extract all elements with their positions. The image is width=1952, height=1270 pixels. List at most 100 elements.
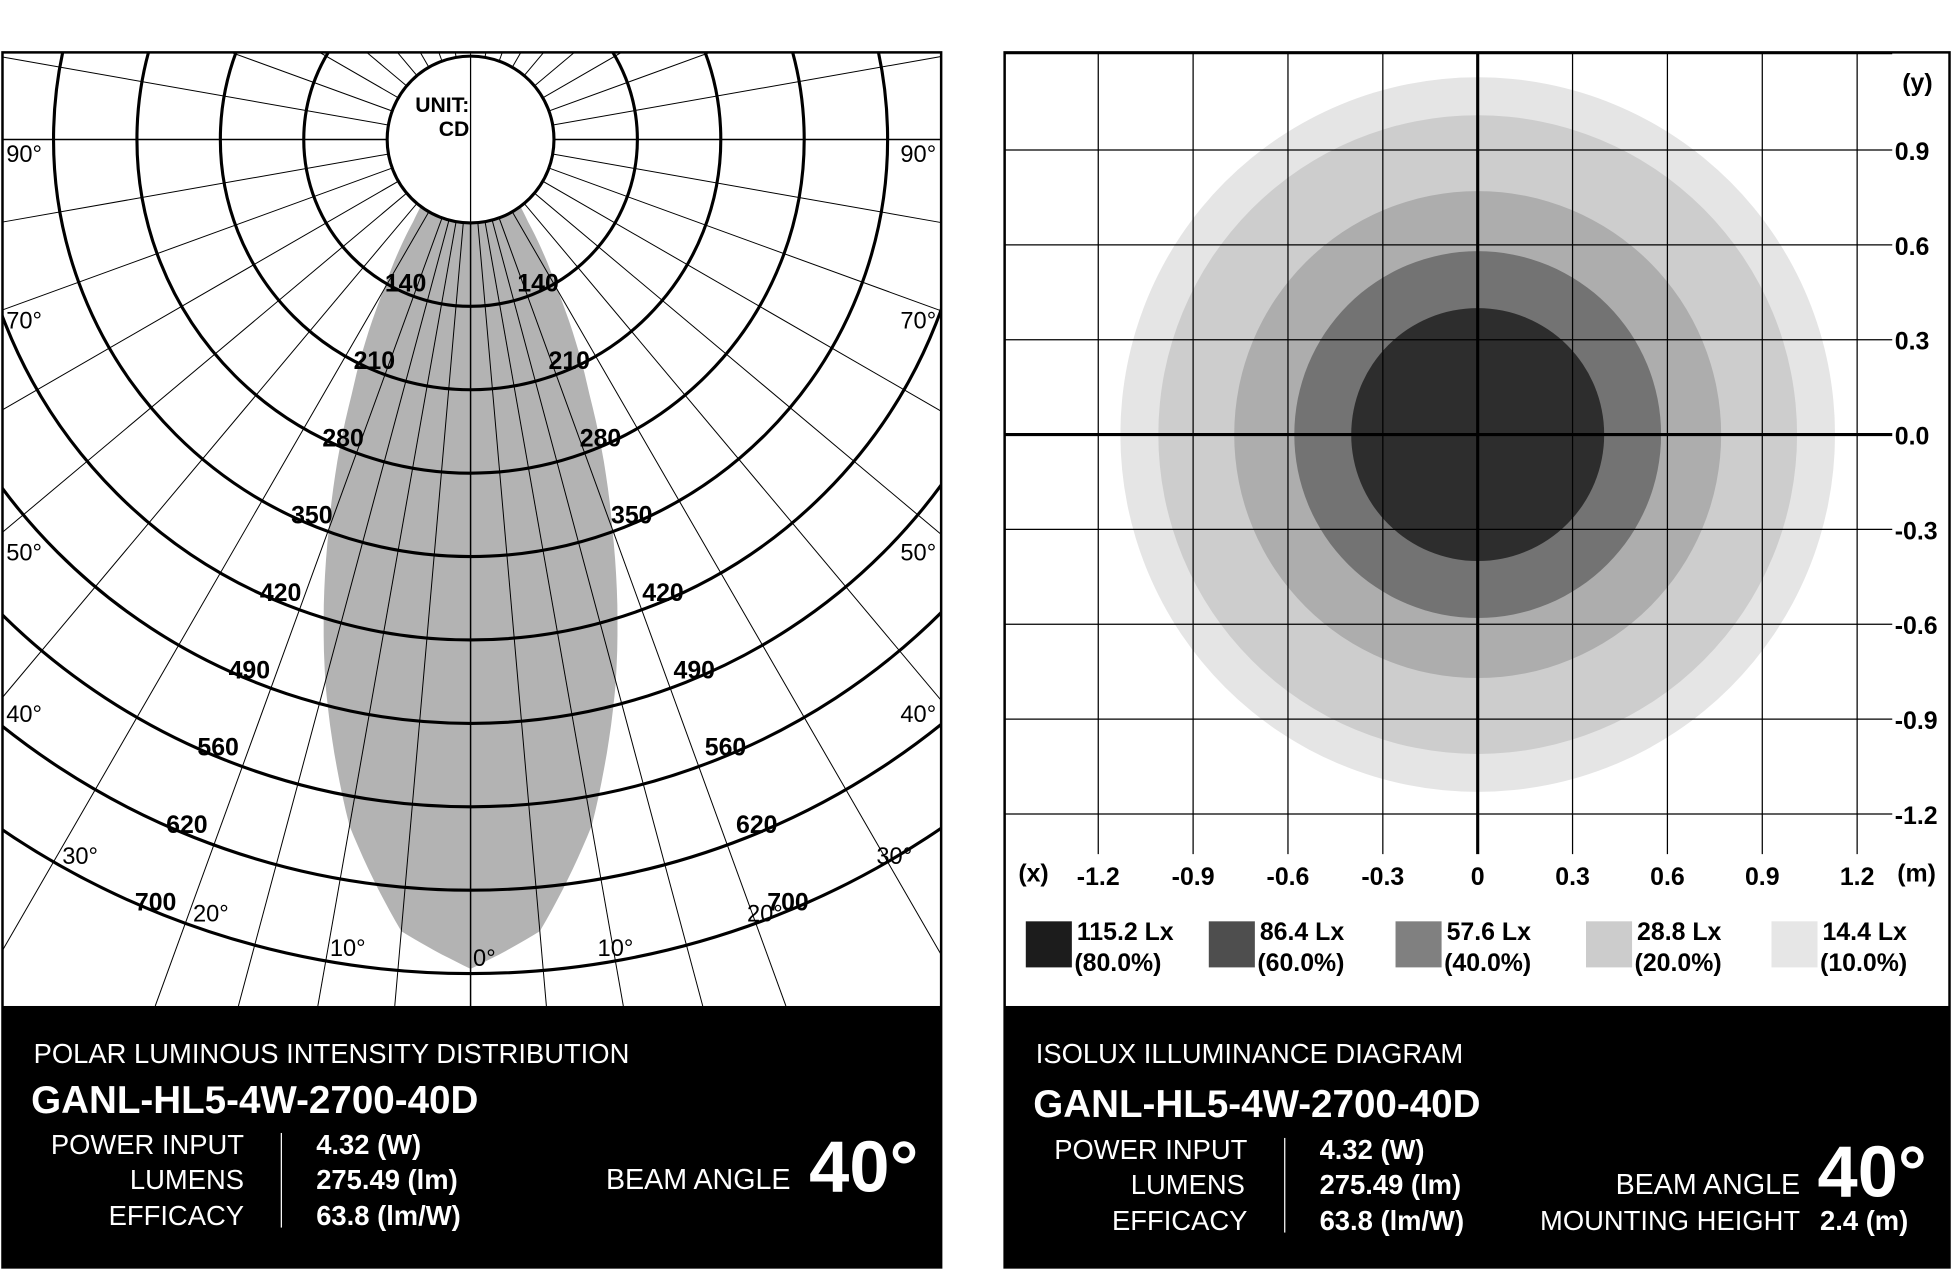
angle-label: 90° xyxy=(900,142,936,168)
x-axis-label: (x) xyxy=(1018,859,1048,887)
beam-angle-label: BEAM ANGLE xyxy=(606,1164,791,1196)
ring-label: 350 xyxy=(611,502,653,530)
ring-label: 140 xyxy=(517,270,559,298)
legend-swatch xyxy=(1771,921,1818,968)
ring-label: 490 xyxy=(229,656,271,684)
angle-label: 10° xyxy=(598,936,634,962)
x-unit-label: (m) xyxy=(1897,859,1936,887)
x-tick-label: 1.2 xyxy=(1840,863,1875,891)
polar-footer xyxy=(2,1005,942,1268)
radial-gridline xyxy=(470,139,942,535)
radial-gridline xyxy=(154,139,472,1006)
intensity-ring xyxy=(218,52,723,392)
ring-label: 420 xyxy=(260,579,302,607)
legend-percent: (10.0%) xyxy=(1820,949,1907,977)
y-tick-label: 0.3 xyxy=(1895,328,1930,356)
beam-angle-label: BEAM ANGLE xyxy=(1616,1169,1801,1201)
radial-gridline xyxy=(470,139,942,412)
y-tick-label: 0.6 xyxy=(1895,233,1930,261)
x-tick-label: -0.3 xyxy=(1361,863,1404,891)
ring-label: 350 xyxy=(291,502,333,530)
ring-label: 210 xyxy=(354,347,396,375)
isolux-diagram: -1.2 -0.9 -0.6 -0.3 0 0.3 0.6 0.9 1.2 (x) (m) 0.9 0.… xyxy=(1003,51,1951,1269)
ring-label: 210 xyxy=(549,347,591,375)
legend-swatch xyxy=(1395,921,1442,968)
intensity-ring xyxy=(2,482,942,725)
y-axis-label: (y) xyxy=(1902,69,1932,97)
angle-label: 20° xyxy=(747,901,783,927)
angle-label: 10° xyxy=(330,936,366,962)
angle-label: 50° xyxy=(6,540,42,566)
efficacy-value: 63.8 (lm/W) xyxy=(316,1200,461,1231)
ring-label: 490 xyxy=(674,656,716,684)
radial-gridline xyxy=(2,139,471,533)
angle-label: 0° xyxy=(473,946,496,972)
y-tick-label: -0.9 xyxy=(1895,707,1938,735)
ring-label: 280 xyxy=(580,424,622,452)
ring-label: 420 xyxy=(642,579,684,607)
legend-percent: (80.0%) xyxy=(1074,949,1161,977)
y-tick-label: -0.3 xyxy=(1895,517,1938,545)
radial-gridline xyxy=(2,139,471,411)
x-tick-label: 0.9 xyxy=(1745,863,1780,891)
radial-gridline xyxy=(470,139,547,1006)
legend-swatch xyxy=(1586,921,1633,968)
power-label: POWER INPUT xyxy=(51,1129,244,1160)
unit-value: CD xyxy=(439,118,470,141)
intensity-ring xyxy=(135,52,806,475)
power-label: POWER INPUT xyxy=(1054,1134,1247,1165)
unit-label: UNIT: xyxy=(415,94,469,117)
intensity-ring xyxy=(2,610,942,809)
legend-entry: 115.2 Lx (80.0%) xyxy=(1025,918,1174,977)
radial-gridline xyxy=(317,139,472,1006)
angle-label: 40° xyxy=(6,702,42,728)
ring-label: 560 xyxy=(705,734,747,762)
angle-label: 30° xyxy=(876,844,912,870)
radial-gridline xyxy=(2,139,472,951)
angle-label: 70° xyxy=(900,309,936,335)
isolux-frame xyxy=(1003,51,1951,1269)
x-tick-label: -0.6 xyxy=(1267,863,1310,891)
x-tick-label: 0.3 xyxy=(1555,863,1590,891)
legend-percent: (20.0%) xyxy=(1635,949,1722,977)
mounting-height-value: 2.4 (m) xyxy=(1820,1205,1908,1236)
ring-label: 140 xyxy=(385,270,427,298)
radial-gridline xyxy=(470,139,624,1006)
legend-swatch xyxy=(1025,921,1072,968)
radial-gridline xyxy=(237,139,472,1006)
polar-footer-text: POLAR LUMINOUS INTENSITY DISTRIBUTION GA… xyxy=(31,1038,918,1231)
legend-entry: 57.6 Lx (40.0%) xyxy=(1395,918,1532,977)
isolux-plot-area: -1.2 -0.9 -0.6 -0.3 0 0.3 0.6 0.9 1.2 (x) (m) 0.9 0.… xyxy=(1004,52,1938,891)
legend-lux: 115.2 Lx xyxy=(1077,918,1174,946)
x-tick-label: 0 xyxy=(1471,863,1485,891)
y-tick-label: -0.6 xyxy=(1895,612,1938,640)
beam-angle-value: 40° xyxy=(1818,1132,1927,1212)
legend-entry: 86.4 Lx (60.0%) xyxy=(1208,918,1344,977)
y-tick-label: 0.9 xyxy=(1895,138,1930,166)
angle-label: 40° xyxy=(900,702,936,728)
footer-model: GANL-HL5-4W-2700-40D xyxy=(1033,1083,1480,1126)
footer-title: ISOLUX ILLUMINANCE DIAGRAM xyxy=(1036,1038,1463,1069)
intensity-ring xyxy=(302,52,639,308)
legend-lux: 28.8 Lx xyxy=(1637,918,1722,946)
x-tick-label: 0.6 xyxy=(1650,863,1685,891)
radial-gridline xyxy=(2,139,471,698)
legend-lux: 57.6 Lx xyxy=(1447,918,1532,946)
angle-label: 20° xyxy=(193,901,229,927)
efficacy-value: 63.8 (lm/W) xyxy=(1320,1205,1465,1236)
legend-lux: 14.4 Lx xyxy=(1823,918,1908,946)
radial-gridline xyxy=(470,139,942,701)
angle-label: 50° xyxy=(900,540,936,566)
footer-title: POLAR LUMINOUS INTENSITY DISTRIBUTION xyxy=(34,1038,630,1069)
ring-label: 700 xyxy=(767,888,809,916)
isolux-legend: 115.2 Lx (80.0%) 86.4 Lx (60.0%) 57.6 Lx (40.… xyxy=(1025,918,1908,977)
radial-gridline xyxy=(394,139,472,1006)
radial-gridline xyxy=(470,139,787,1006)
intensity-ring xyxy=(2,826,942,975)
isolux-footer xyxy=(1004,1005,1950,1268)
legend-percent: (60.0%) xyxy=(1257,949,1344,977)
legend-entry: 28.8 Lx (20.0%) xyxy=(1586,918,1722,977)
legend-swatch xyxy=(1208,921,1255,968)
y-tick-label: 0.0 xyxy=(1895,423,1930,451)
power-value: 4.32 (W) xyxy=(1320,1134,1425,1165)
